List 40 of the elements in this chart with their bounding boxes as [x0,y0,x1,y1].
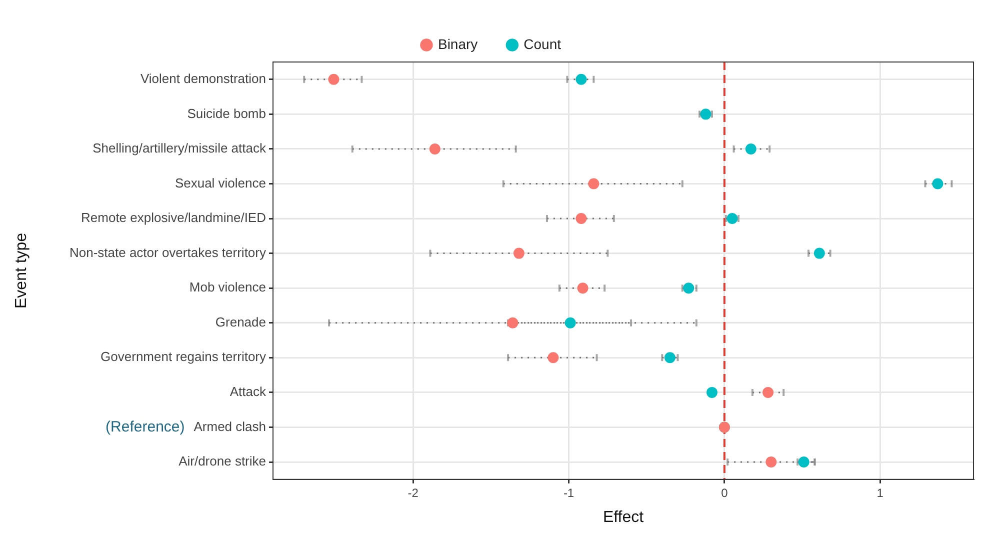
y-tick-label: Mob violence [189,280,266,295]
point [664,352,676,364]
point [932,178,944,190]
point [588,178,600,190]
point [564,317,576,328]
text: (Reference) [106,418,185,436]
point [513,248,524,259]
point [706,386,718,398]
y-tick-label: Suicide bomb [187,106,266,121]
point [576,74,587,85]
legend-label: Binary [438,36,478,52]
point [577,282,588,294]
x-tick-label: 0 [721,486,728,500]
y-tick-label: Armed clash [194,418,266,434]
y-tick-label: Violent demonstration [140,70,266,86]
point [576,213,587,224]
x-tick-label: -1 [563,486,574,500]
y-tick-label: Shelling/artillery/missile attack [92,140,266,156]
legend-label: Count [524,36,562,52]
point [798,456,810,468]
point [683,282,694,294]
y-axis-title: Event type [13,232,30,309]
x-axis-title: Effect [602,508,644,526]
point [745,143,756,154]
point [328,74,340,85]
point [429,143,440,154]
point [548,352,559,364]
x-tick-label: 1 [876,486,884,500]
y-tick-label: Sexual violence [174,175,266,190]
y-tick-label: Remote explosive/landmine/IED [81,210,266,226]
x-tick-label: -2 [408,486,419,500]
y-tick-label: Non-state actor overtakes territory [69,244,266,260]
y-tick-label: Grenade [215,314,266,330]
point [762,386,774,398]
y-tick-label: Air/drone strike [178,454,266,469]
y-tick-label: Government regains territory [100,349,266,364]
point [814,248,825,259]
y-tick-label: Attack [230,384,266,400]
point [766,456,777,468]
point [507,317,518,328]
